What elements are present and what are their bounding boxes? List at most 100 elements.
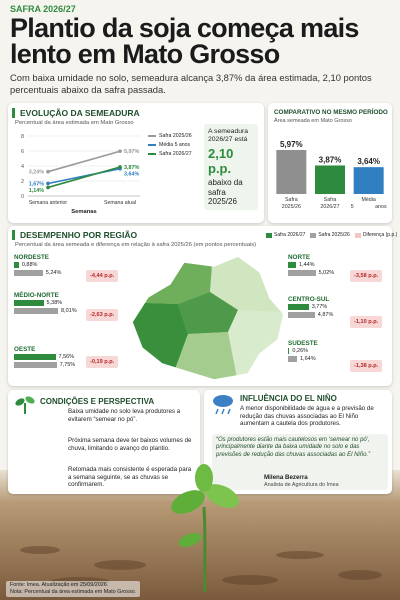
legend-label: Diferença (p.p.) [362,232,398,238]
kicker: SAFRA 2026/27 [10,4,76,14]
cloud-icon [213,395,233,415]
region-area [174,332,238,380]
region-row: 8,01% [14,307,84,315]
data-point [118,149,122,154]
data-label: 5,38% [46,300,63,306]
map-outline [131,255,285,381]
region-name: OESTE [14,346,36,353]
data-label: 7,56% [58,354,75,360]
icon-leaf [25,396,35,404]
region-area [132,256,213,304]
difference-label: -1,10 p.p. [350,316,383,328]
soy-plant [171,464,239,592]
callout-tail: abaixo da safra 2025/26 [208,178,243,206]
x-axis-label: Semanas [71,209,96,215]
data-point [46,169,50,174]
y-tick-label: 2 [21,179,24,185]
bar [315,165,345,194]
y-tick-label: 4 [21,164,24,170]
section-title: EVOLUÇÃO DA SEMEADURA [12,108,140,118]
data-label: 3,87% [124,165,139,171]
legend-item: Safra 2025/26 [148,131,204,140]
bar [276,150,307,194]
subtitle: Com baixa umidade no solo, semeadura alc… [10,72,372,95]
bar [14,362,57,368]
bar-chart: 5,97% 3,87% 3,64% [276,140,384,194]
quote-box [212,434,388,490]
source: Fonte: Imea. Atualização em 25/09/2026. [10,582,109,588]
footer: Fonte: Imea. Atualização em 25/09/2026. … [6,581,141,597]
icon-leaf [15,398,25,406]
bar [288,312,315,318]
region-panel: NORTE 1,44% 5,02% [288,254,358,277]
plant-leaf [171,490,205,514]
data-label: 5,97% [280,140,303,149]
legend: Safra 2026/27 Safra 2025/26 Diferença (p.p… [266,232,397,238]
section-title: DESEMPENHO POR REGIÃO [12,230,137,240]
data-label: 3,24% [29,170,44,176]
author-role: Analista de Agricultura do Imea [264,482,339,488]
legend-label: Safra 2025/26 [318,232,350,238]
legend-swatch [310,232,317,238]
y-tick-label: 0 [21,194,24,200]
region-row: 7,56% [14,353,84,361]
map-regions [132,256,284,380]
data-label: 8,01% [61,308,77,314]
section-subtitle: Percentual da área estimada em Mato Gros… [15,120,134,126]
data-label: 5,24% [45,270,62,276]
bar [14,262,19,268]
plant-leaf [205,484,239,508]
x-tick-label: Semana anterior [29,200,68,206]
legend-swatch [148,134,156,137]
category-labels: Safra 2025/26 Safra 2026/27 Média 5 anos [272,197,388,219]
difference-label: -4,44 p.p. [86,270,119,282]
section-title: CONDIÇÕES E PERSPECTIVA [40,397,155,406]
region-row: 1,64% [288,355,358,363]
plant-icon [15,396,35,414]
section-subtitle: Área semeada em Mato Grosso [274,118,352,124]
difference-label: -3,58 p.p. [350,270,383,282]
legend-swatch [148,152,156,155]
quote: “Os produtores estão mais cautelosos em … [216,437,371,458]
plant-leaf [178,533,202,547]
region-panel: OESTE 7,56% 7,75% [14,346,84,369]
icon-rain [215,408,219,415]
data-label: 0,88% [21,262,38,268]
legend-swatch [266,232,272,238]
condition-text: Baixa umidade no solo leva produtores a … [68,408,181,423]
legend-swatch [354,232,361,238]
region-row: 0,88% [14,261,84,269]
icon-rain [221,408,225,415]
line-chart: 0 2 4 6 8 Semana anterior Semana atual Semanas 3… [21,134,140,215]
legend-item: Média 5 anos [148,140,204,149]
data-label: 1,44% [298,262,315,268]
headline: Plantio da soja começa mais lento em Mat… [10,13,359,69]
callout: A semeadura 2026/27 está 2,10 p.p. abaix… [204,124,258,210]
plant-leaf [195,464,213,492]
region-area [132,302,188,372]
data-label: 3,64% [124,171,139,177]
icon-cloud [213,395,233,407]
section-subtitle: Percentual da área semeada e diferença e… [15,242,257,248]
data-label: 5,97% [124,149,139,155]
bar [14,308,58,314]
region-row: 0,26% [288,347,358,355]
legend-label: Safra 2025/26 [159,132,192,139]
data-label: 7,75% [59,362,76,368]
data-label: 5,02% [318,270,335,276]
legend: Safra 2025/26 Média 5 anos Safra 2026/27 [148,131,204,158]
data-label: 3,87% [319,155,342,164]
series-line [47,150,121,173]
bar [288,270,316,276]
legend-label: Safra 2026/27 [159,150,192,157]
region-panel: CENTRO-SUL 3,77% 4,87% [288,296,358,319]
region-name: MÉDIO-NORTE [14,292,59,299]
callout-value: 2,10 p.p. [208,146,234,176]
el-nino-text: A menor disponibilidade de água e a prev… [240,405,374,428]
map [131,255,285,381]
plant-stem [202,506,207,592]
region-row: 5,24% [14,269,84,277]
bar [14,300,44,306]
section-title: COMPARATIVO NO MESMO PERÍODO [274,109,388,116]
bar [288,262,296,268]
